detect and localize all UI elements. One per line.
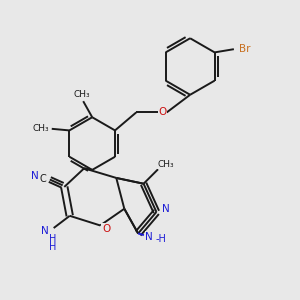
Text: N: N xyxy=(146,232,153,242)
Text: CH₃: CH₃ xyxy=(32,124,49,133)
Text: H: H xyxy=(49,242,57,252)
Text: N: N xyxy=(41,226,49,236)
Text: Br: Br xyxy=(239,44,251,53)
Text: CH₃: CH₃ xyxy=(74,90,90,99)
Text: O: O xyxy=(159,107,167,117)
Text: O: O xyxy=(159,107,167,117)
Text: N: N xyxy=(31,171,39,181)
Text: -H: -H xyxy=(156,234,167,244)
Text: CH₃: CH₃ xyxy=(158,160,174,169)
Text: O: O xyxy=(102,224,110,234)
Text: N: N xyxy=(161,204,169,214)
Text: C: C xyxy=(39,174,46,184)
Text: H: H xyxy=(49,234,57,244)
